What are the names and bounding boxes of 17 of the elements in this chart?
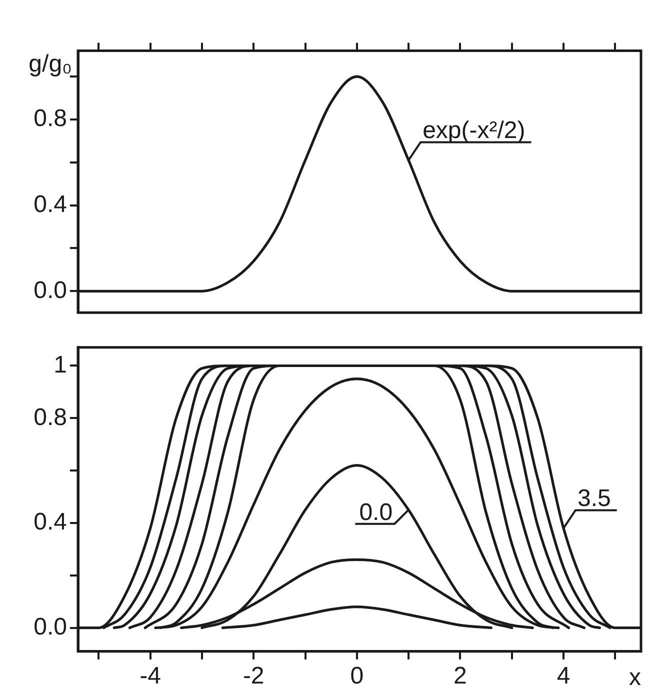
x-axis-title: x	[629, 664, 641, 692]
y-tick-label: 0.8	[34, 404, 67, 431]
y-tick-label: 0.4	[34, 508, 67, 536]
x-tick-label: 0	[350, 662, 364, 690]
series-label: 3.5	[578, 485, 611, 512]
y-tick-label: 0.4	[34, 190, 67, 218]
series-label: 0.0	[359, 498, 393, 526]
x-tick-label: 4	[556, 662, 570, 690]
y-tick-label: 0.0	[34, 613, 67, 640]
series-label: exp(-x²/2)	[422, 117, 526, 144]
x-tick-label: 2	[454, 662, 467, 690]
y-tick-label: 0.8	[34, 105, 67, 132]
y-tick-label: 1	[54, 351, 67, 378]
y-axis-title: g/g₀	[28, 50, 72, 78]
x-tick-label: -2	[242, 662, 264, 690]
y-tick-label: 0.0	[34, 276, 67, 304]
x-tick-label: -4	[140, 662, 161, 690]
